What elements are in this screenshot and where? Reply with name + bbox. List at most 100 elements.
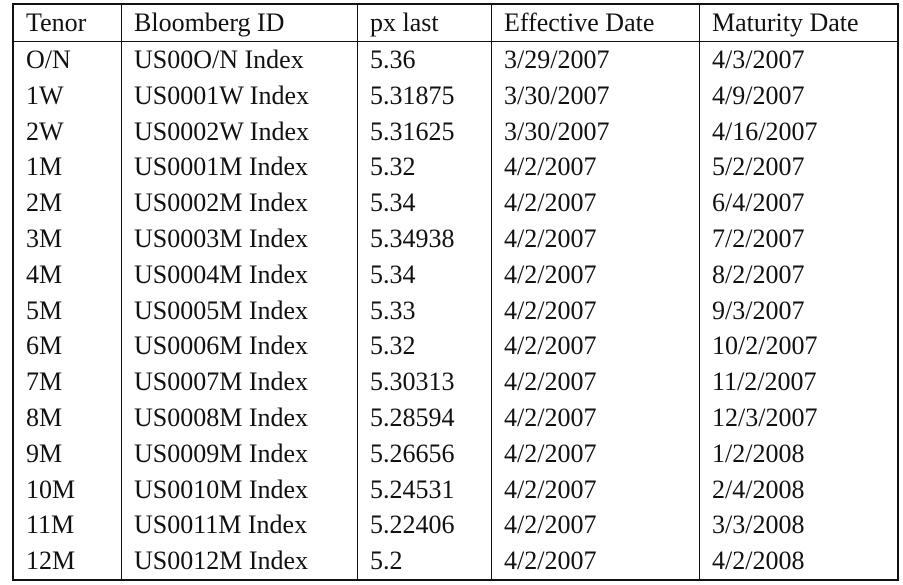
maturity-date-cell: 4/16/2007: [699, 113, 899, 150]
table-row: 11M US0011M Index 5.22406 4/2/2007 3/3/2008: [12, 507, 899, 544]
px-last-cell: 5.33: [357, 292, 492, 329]
px-last-cell: 5.2: [357, 543, 492, 580]
effective-date-cell: 4/2/2007: [491, 149, 700, 186]
px-last-cell: 5.32: [357, 149, 492, 186]
table-row: 6M US0006M Index 5.32 4/2/2007 10/2/2007: [12, 328, 899, 365]
bloomberg-id-cell: US0003M Index: [121, 220, 358, 257]
tenor-cell: 4M: [12, 256, 122, 293]
table-body: O/N US00O/N Index 5.36 3/29/2007 4/3/2007 1W U…: [12, 41, 899, 580]
tenor-cell: 9M: [12, 435, 122, 472]
header-maturity-date: Maturity Date: [699, 4, 899, 42]
maturity-date-cell: 9/3/2007: [699, 292, 899, 329]
tenor-cell: 2M: [12, 185, 122, 221]
maturity-date-cell: 1/2/2008: [699, 435, 899, 472]
effective-date-cell: 3/29/2007: [491, 41, 700, 78]
table-row: 10M US0010M Index 5.24531 4/2/2007 2/4/2008: [12, 471, 899, 508]
effective-date-cell: 4/2/2007: [491, 220, 700, 257]
effective-date-cell: 4/2/2007: [491, 435, 700, 472]
table-row: 1W US0001W Index 5.31875 3/30/2007 4/9/2007: [12, 77, 899, 114]
bloomberg-id-cell: US0002W Index: [121, 113, 358, 150]
effective-date-cell: 4/2/2007: [491, 185, 700, 221]
table-row: 2W US0002W Index 5.31625 3/30/2007 4/16/2007: [12, 113, 899, 150]
px-last-cell: 5.34: [357, 256, 492, 293]
bloomberg-id-cell: US0002M Index: [121, 185, 358, 221]
table-row: 1M US0001M Index 5.32 4/2/2007 5/2/2007: [12, 149, 899, 186]
bloomberg-id-cell: US0005M Index: [121, 292, 358, 329]
effective-date-cell: 3/30/2007: [491, 113, 700, 150]
table-row: O/N US00O/N Index 5.36 3/29/2007 4/3/2007: [12, 41, 899, 78]
tenor-cell: 2W: [12, 113, 122, 150]
px-last-cell: 5.22406: [357, 507, 492, 544]
header-effective-date: Effective Date: [491, 4, 700, 42]
px-last-cell: 5.30313: [357, 364, 492, 400]
effective-date-cell: 4/2/2007: [491, 399, 700, 436]
effective-date-cell: 4/2/2007: [491, 256, 700, 293]
table-row: 7M US0007M Index 5.30313 4/2/2007 11/2/2007: [12, 364, 899, 400]
px-last-cell: 5.26656: [357, 435, 492, 472]
tenor-cell: 6M: [12, 328, 122, 365]
tenor-cell: 12M: [12, 543, 122, 580]
maturity-date-cell: 12/3/2007: [699, 399, 899, 436]
tenor-cell: 7M: [12, 364, 122, 400]
bloomberg-id-cell: US0012M Index: [121, 543, 358, 580]
tenor-cell: 5M: [12, 292, 122, 329]
tenor-cell: 1W: [12, 77, 122, 114]
effective-date-cell: 4/2/2007: [491, 328, 700, 365]
tenor-cell: 10M: [12, 471, 122, 508]
maturity-date-cell: 2/4/2008: [699, 471, 899, 508]
table-row: 3M US0003M Index 5.34938 4/2/2007 7/2/2007: [12, 220, 899, 257]
maturity-date-cell: 4/9/2007: [699, 77, 899, 114]
effective-date-cell: 3/30/2007: [491, 77, 700, 114]
maturity-date-cell: 7/2/2007: [699, 220, 899, 257]
tenor-cell: 11M: [12, 507, 122, 544]
maturity-date-cell: 8/2/2007: [699, 256, 899, 293]
tenor-cell: O/N: [12, 41, 122, 78]
bloomberg-id-cell: US0009M Index: [121, 435, 358, 472]
table-row: 9M US0009M Index 5.26656 4/2/2007 1/2/2008: [12, 435, 899, 472]
tenor-cell: 3M: [12, 220, 122, 257]
bloomberg-id-cell: US0004M Index: [121, 256, 358, 293]
px-last-cell: 5.24531: [357, 471, 492, 508]
libor-rates-table: Tenor Bloomberg ID px last Effective Dat…: [12, 3, 899, 581]
px-last-cell: 5.31875: [357, 77, 492, 114]
maturity-date-cell: 3/3/2008: [699, 507, 899, 544]
effective-date-cell: 4/2/2007: [491, 507, 700, 544]
table-row: 12M US0012M Index 5.2 4/2/2007 4/2/2008: [12, 543, 899, 580]
px-last-cell: 5.34: [357, 185, 492, 221]
maturity-date-cell: 6/4/2007: [699, 185, 899, 221]
bloomberg-id-cell: US0010M Index: [121, 471, 358, 508]
px-last-cell: 5.36: [357, 41, 492, 78]
px-last-cell: 5.32: [357, 328, 492, 365]
table-header: Tenor Bloomberg ID px last Effective Dat…: [12, 4, 899, 42]
header-row: Tenor Bloomberg ID px last Effective Dat…: [12, 4, 899, 42]
effective-date-cell: 4/2/2007: [491, 292, 700, 329]
table-row: 2M US0002M Index 5.34 4/2/2007 6/4/2007: [12, 185, 899, 221]
rates-table-container: Tenor Bloomberg ID px last Effective Dat…: [12, 3, 899, 581]
px-last-cell: 5.31625: [357, 113, 492, 150]
bloomberg-id-cell: US0011M Index: [121, 507, 358, 544]
table-row: 8M US0008M Index 5.28594 4/2/2007 12/3/2007: [12, 399, 899, 436]
bloomberg-id-cell: US00O/N Index: [121, 41, 358, 78]
effective-date-cell: 4/2/2007: [491, 471, 700, 508]
header-tenor: Tenor: [12, 4, 122, 42]
effective-date-cell: 4/2/2007: [491, 543, 700, 580]
px-last-cell: 5.28594: [357, 399, 492, 436]
tenor-cell: 8M: [12, 399, 122, 436]
maturity-date-cell: 5/2/2007: [699, 149, 899, 186]
px-last-cell: 5.34938: [357, 220, 492, 257]
maturity-date-cell: 4/3/2007: [699, 41, 899, 78]
bloomberg-id-cell: US0007M Index: [121, 364, 358, 400]
tenor-cell: 1M: [12, 149, 122, 186]
maturity-date-cell: 10/2/2007: [699, 328, 899, 365]
bloomberg-id-cell: US0008M Index: [121, 399, 358, 436]
effective-date-cell: 4/2/2007: [491, 364, 700, 400]
maturity-date-cell: 4/2/2008: [699, 543, 899, 580]
maturity-date-cell: 11/2/2007: [699, 364, 899, 400]
bloomberg-id-cell: US0001M Index: [121, 149, 358, 186]
header-px-last: px last: [357, 4, 492, 42]
table-row: 4M US0004M Index 5.34 4/2/2007 8/2/2007: [12, 256, 899, 293]
bloomberg-id-cell: US0001W Index: [121, 77, 358, 114]
header-bloomberg-id: Bloomberg ID: [121, 4, 358, 42]
bloomberg-id-cell: US0006M Index: [121, 328, 358, 365]
table-row: 5M US0005M Index 5.33 4/2/2007 9/3/2007: [12, 292, 899, 329]
